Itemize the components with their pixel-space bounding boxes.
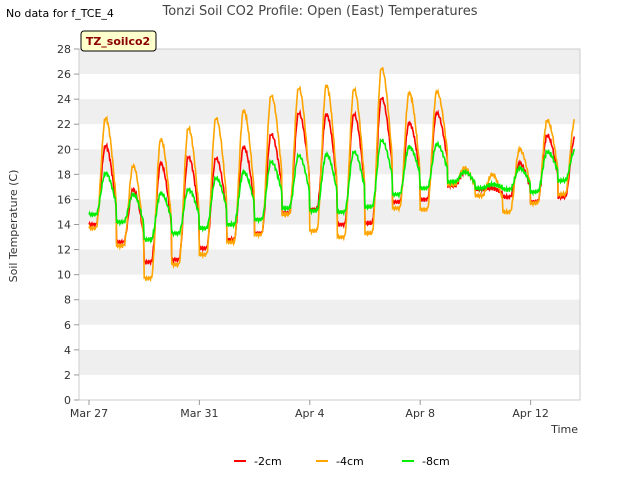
grid-bands [79, 49, 580, 375]
grid-band [79, 349, 580, 375]
grid-band [79, 299, 580, 325]
dataset-badge-label: TZ_soilco2 [86, 35, 150, 48]
y-tick-label: 26 [57, 68, 71, 81]
legend-label: -8cm [422, 455, 450, 468]
series-line-minus-4cm [88, 67, 576, 283]
legend: -2cm -4cm -8cm [234, 455, 450, 468]
y-tick-label: 2 [64, 369, 71, 382]
x-tick-label: Apr 12 [512, 407, 549, 420]
x-tick-label: Apr 8 [405, 407, 435, 420]
y-tick-label: 6 [64, 319, 71, 332]
grid-band [79, 249, 580, 275]
dataset-badge-box [80, 30, 157, 52]
chart-title: Tonzi Soil CO2 Profile: Open (East) Temp… [161, 4, 477, 19]
y-tick-label: 22 [57, 118, 71, 131]
grid-band [79, 199, 580, 225]
grid-band [79, 49, 580, 75]
y-tick-label: 28 [57, 43, 71, 56]
y-tick-label: 4 [64, 344, 71, 357]
no-data-note: No data for f_TCE_4 [6, 7, 114, 20]
legend-label: -2cm [254, 455, 282, 468]
dataset-badge: TZ_soilco2 [80, 30, 157, 52]
y-axis-title: Soil Temperature (C) [7, 170, 20, 283]
y-tick-label: 10 [57, 269, 71, 282]
y-tick-label: 18 [57, 168, 71, 181]
y-tick-label: 16 [57, 193, 71, 206]
legend-label: -4cm [336, 455, 364, 468]
series-line-minus-8cm [88, 137, 576, 244]
y-tick-label: 14 [57, 219, 71, 232]
y-tick-label: 8 [64, 294, 71, 307]
x-tick-label: Mar 27 [70, 407, 108, 420]
y-tick-label: 20 [57, 143, 71, 156]
x-tick-label: Apr 4 [295, 407, 325, 420]
x-axis-ticks: Mar 27 Mar 31 Apr 4 Apr 8 Apr 12 [70, 400, 549, 420]
y-tick-label: 12 [57, 244, 71, 257]
x-tick-label: Mar 31 [180, 407, 218, 420]
y-tick-label: 0 [64, 394, 71, 407]
series-layer [88, 67, 576, 283]
x-axis-title: Time [550, 423, 578, 436]
grid-band [79, 149, 580, 175]
y-tick-label: 24 [57, 93, 71, 106]
